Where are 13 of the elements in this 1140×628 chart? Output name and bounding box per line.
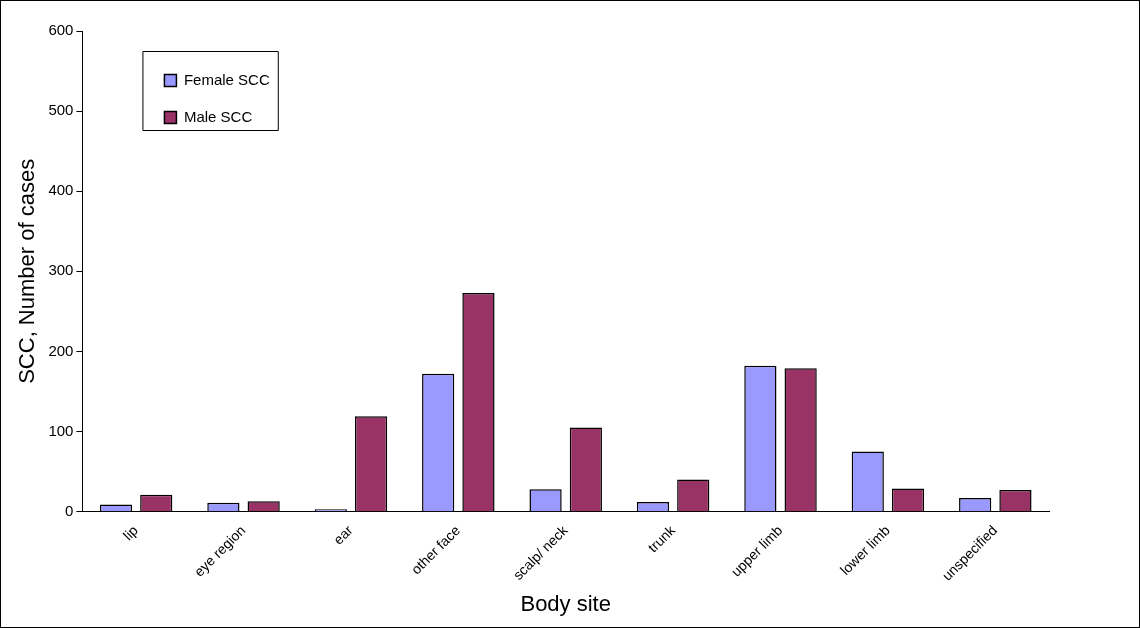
x-axis-title: Body site: [520, 590, 611, 616]
x-tick-label: ear: [330, 521, 357, 548]
y-tick-label: 200: [48, 341, 74, 359]
y-tick-label: 100: [48, 421, 74, 439]
y-tick-label: 300: [48, 261, 74, 279]
legend-label: Female SCC: [183, 70, 270, 88]
y-tick-label: 500: [48, 101, 74, 119]
y-tick-label: 400: [48, 181, 74, 199]
y-tick-label: 600: [48, 21, 74, 39]
y-tick-label: 0: [65, 501, 74, 519]
legend-label: Male SCC: [183, 107, 253, 125]
x-tick-label: lip: [119, 521, 142, 544]
y-axis-title: SCC, Number of cases: [14, 158, 40, 384]
